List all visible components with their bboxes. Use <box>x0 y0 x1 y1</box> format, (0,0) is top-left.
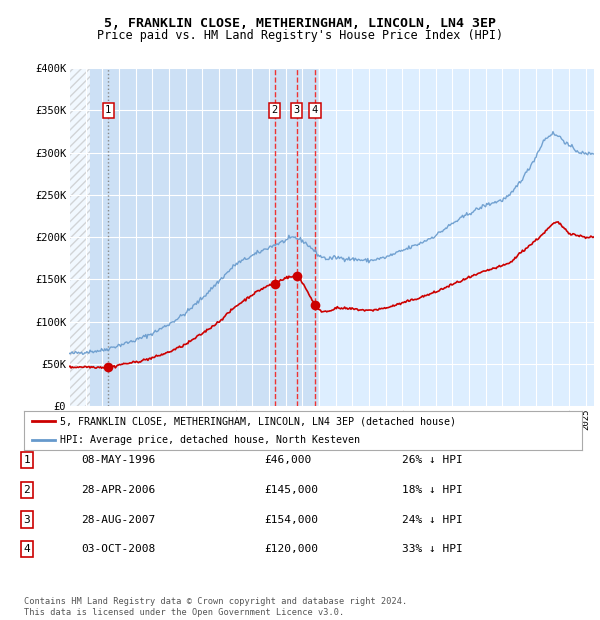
Text: 28-APR-2006: 28-APR-2006 <box>81 485 155 495</box>
Text: £120,000: £120,000 <box>264 544 318 554</box>
Text: £145,000: £145,000 <box>264 485 318 495</box>
Text: 4: 4 <box>312 105 318 115</box>
Text: 33% ↓ HPI: 33% ↓ HPI <box>402 544 463 554</box>
Bar <box>90 68 317 406</box>
Text: 1: 1 <box>23 455 31 465</box>
Text: 5, FRANKLIN CLOSE, METHERINGHAM, LINCOLN, LN4 3EP (detached house): 5, FRANKLIN CLOSE, METHERINGHAM, LINCOLN… <box>60 417 456 427</box>
Text: 2: 2 <box>271 105 278 115</box>
Text: 18% ↓ HPI: 18% ↓ HPI <box>402 485 463 495</box>
Text: £154,000: £154,000 <box>264 515 318 525</box>
Text: 24% ↓ HPI: 24% ↓ HPI <box>402 515 463 525</box>
Text: HPI: Average price, detached house, North Kesteven: HPI: Average price, detached house, Nort… <box>60 435 360 445</box>
Text: 2: 2 <box>23 485 31 495</box>
Text: £46,000: £46,000 <box>264 455 311 465</box>
Text: 1: 1 <box>105 105 112 115</box>
Text: 28-AUG-2007: 28-AUG-2007 <box>81 515 155 525</box>
Text: 08-MAY-1996: 08-MAY-1996 <box>81 455 155 465</box>
Text: 03-OCT-2008: 03-OCT-2008 <box>81 544 155 554</box>
Text: 4: 4 <box>23 544 31 554</box>
Text: 3: 3 <box>23 515 31 525</box>
Text: 3: 3 <box>293 105 299 115</box>
Text: 5, FRANKLIN CLOSE, METHERINGHAM, LINCOLN, LN4 3EP: 5, FRANKLIN CLOSE, METHERINGHAM, LINCOLN… <box>104 17 496 30</box>
Text: Price paid vs. HM Land Registry's House Price Index (HPI): Price paid vs. HM Land Registry's House … <box>97 30 503 42</box>
Text: 26% ↓ HPI: 26% ↓ HPI <box>402 455 463 465</box>
Text: Contains HM Land Registry data © Crown copyright and database right 2024.
This d: Contains HM Land Registry data © Crown c… <box>24 598 407 617</box>
